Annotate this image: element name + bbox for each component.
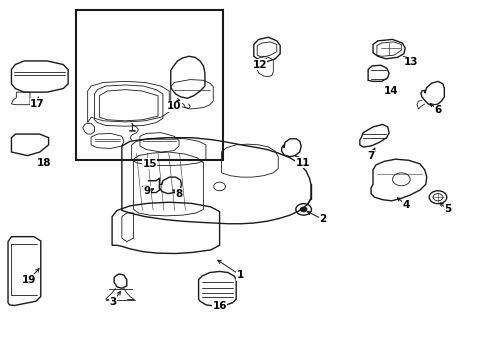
Text: 7: 7	[368, 150, 375, 161]
Text: 15: 15	[143, 159, 157, 169]
Text: 19: 19	[22, 275, 36, 285]
Text: 8: 8	[175, 189, 183, 199]
Text: 18: 18	[36, 158, 51, 168]
Text: 13: 13	[404, 57, 418, 67]
Text: 11: 11	[295, 158, 310, 168]
Text: 5: 5	[444, 204, 451, 215]
Text: 4: 4	[403, 200, 410, 210]
Text: 16: 16	[212, 301, 227, 311]
Text: 12: 12	[252, 59, 267, 69]
Text: 17: 17	[30, 99, 45, 109]
Text: 1: 1	[237, 270, 244, 280]
Text: 2: 2	[319, 215, 327, 224]
Bar	[76, 10, 223, 160]
Text: 6: 6	[434, 105, 441, 115]
Circle shape	[300, 207, 307, 212]
Text: 14: 14	[384, 86, 399, 96]
Text: 10: 10	[167, 102, 181, 112]
Text: 9: 9	[144, 186, 151, 197]
Text: 3: 3	[109, 297, 117, 307]
